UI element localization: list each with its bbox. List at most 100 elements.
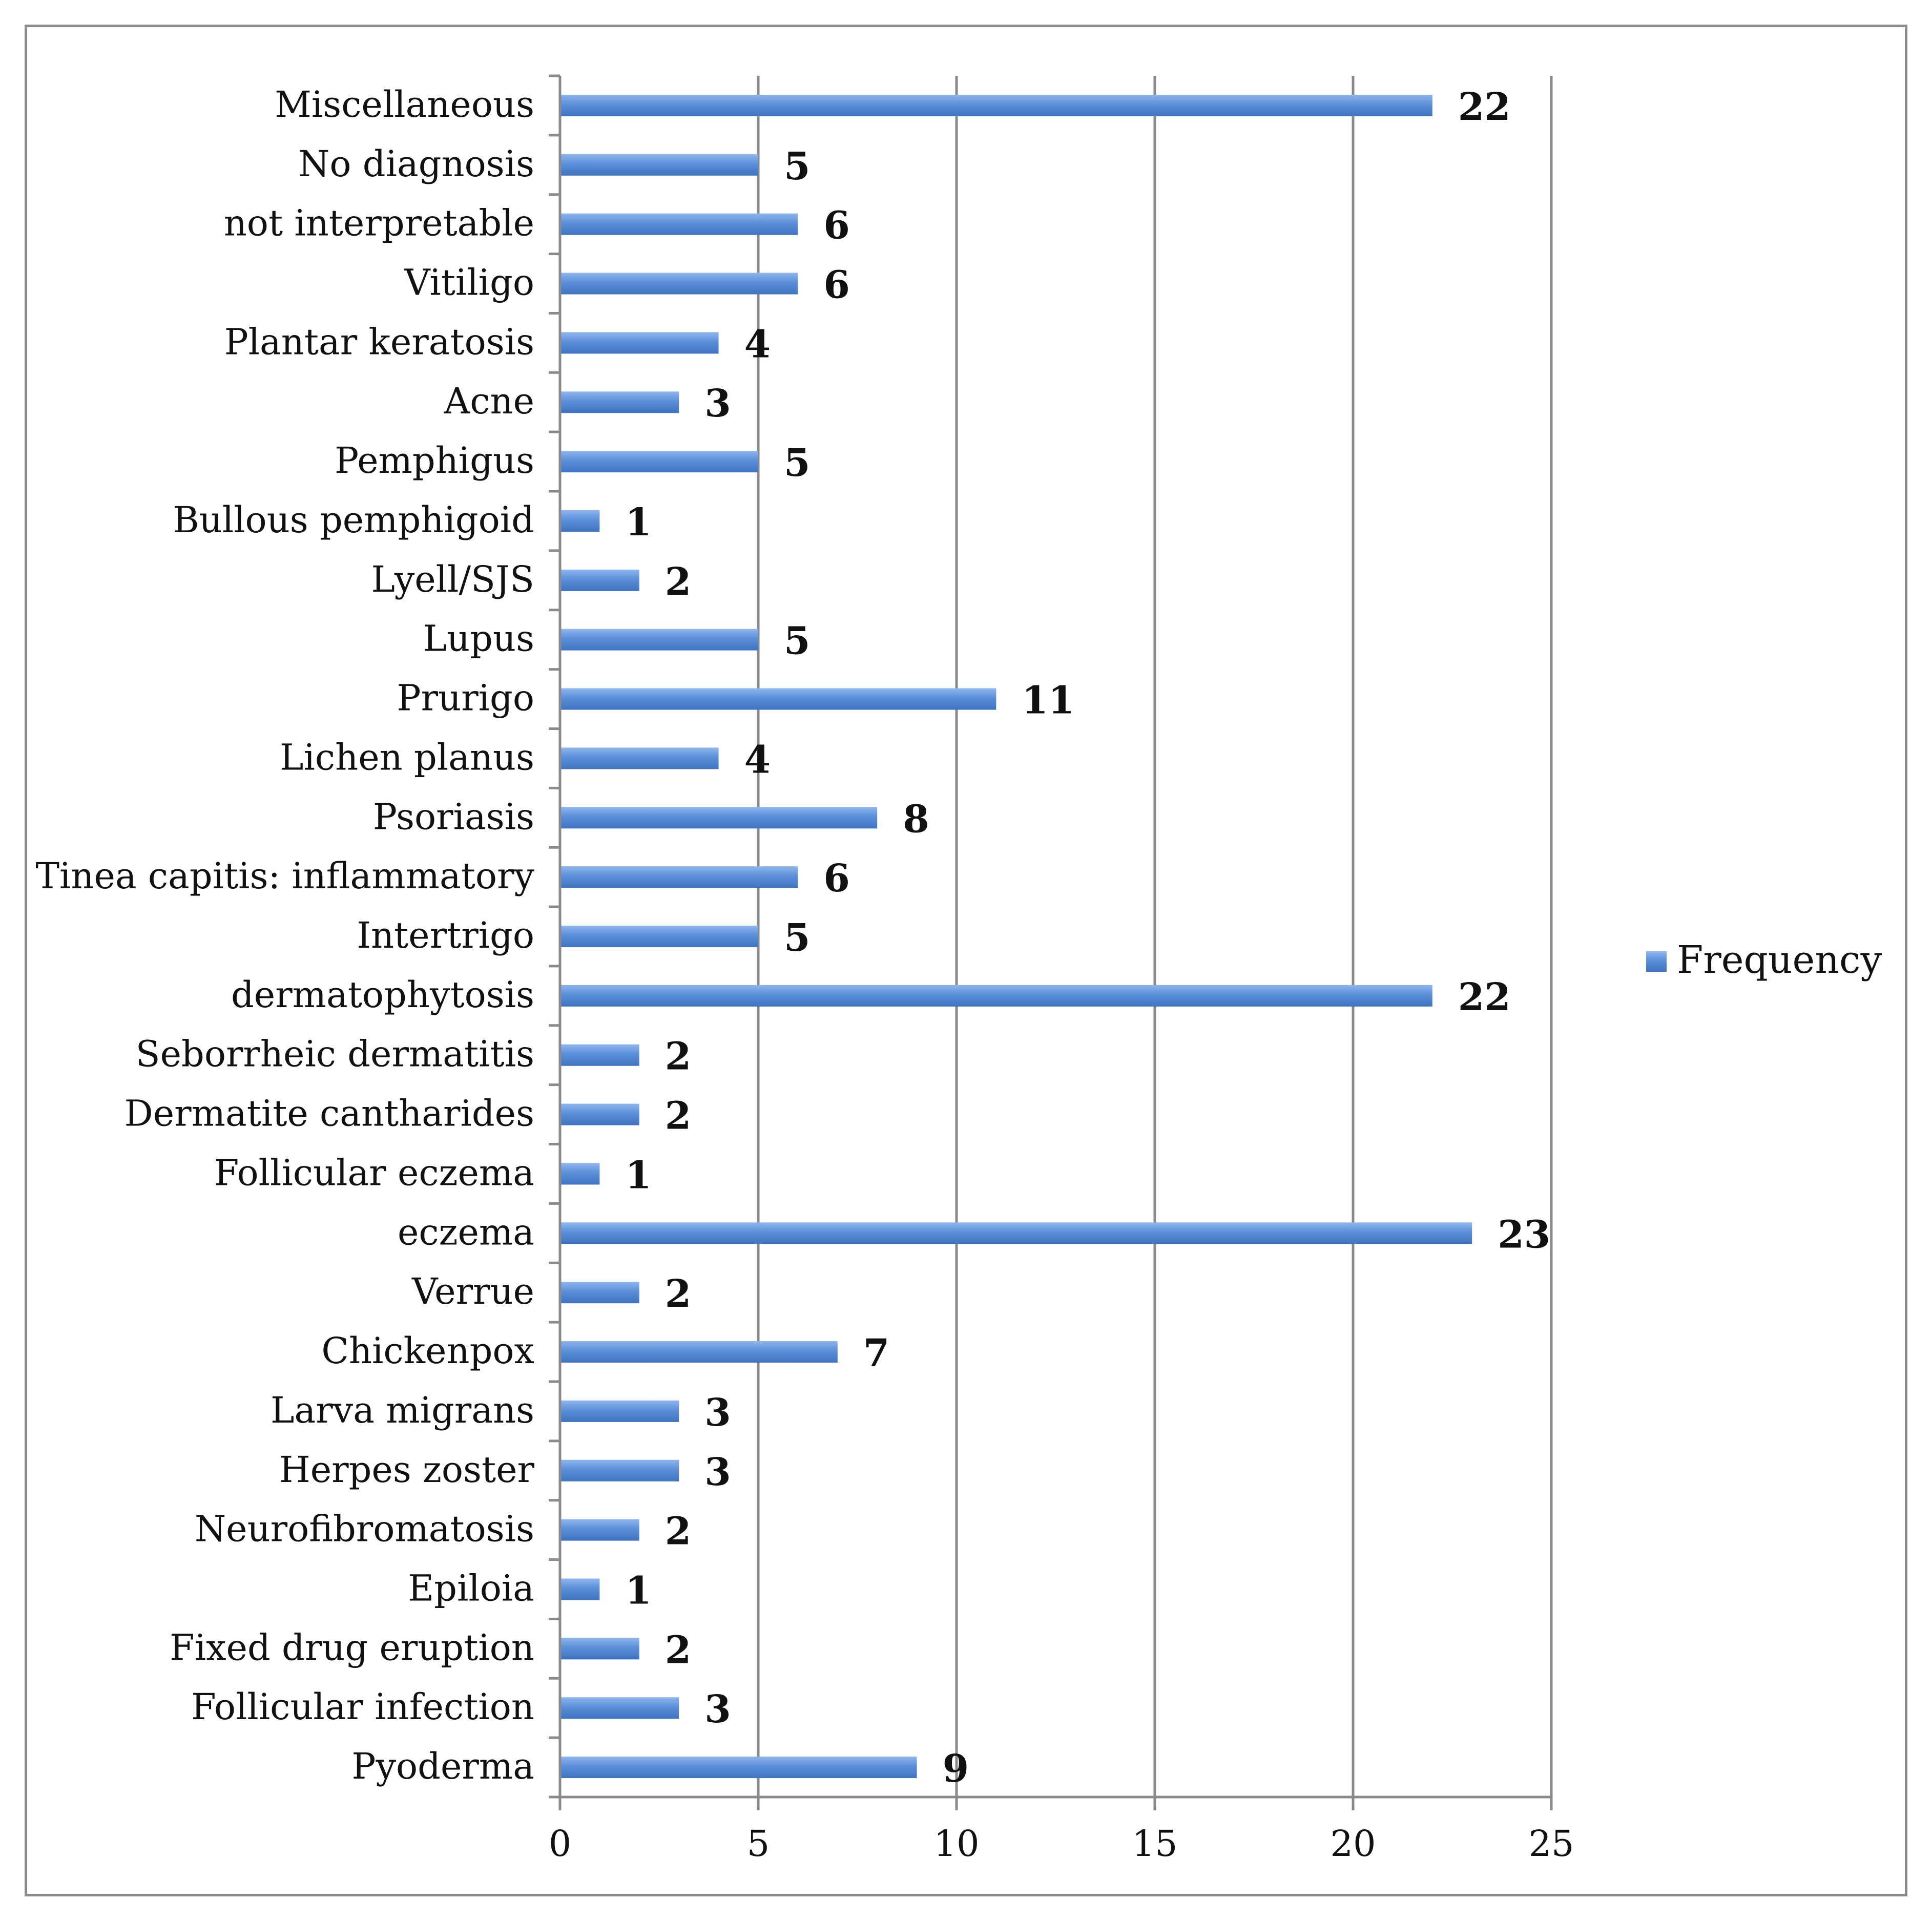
data-label: 5 (784, 441, 811, 485)
data-label: 22 (1458, 975, 1511, 1019)
category-label: Seborrheic dermatitis (136, 1033, 534, 1075)
data-label: 11 (1022, 679, 1074, 723)
data-label: 2 (665, 1272, 692, 1316)
x-tick-label: 10 (933, 1823, 979, 1865)
category-label: Dermatite cantharides (124, 1093, 534, 1135)
bar (560, 1638, 639, 1660)
category-label: Fixed drug eruption (170, 1626, 534, 1668)
category-label: Pyoderma (351, 1745, 534, 1787)
bar (560, 1222, 1472, 1244)
legend-swatch (1646, 951, 1667, 972)
category-label: Acne (444, 380, 534, 422)
data-label: 2 (665, 1035, 692, 1079)
bar (560, 985, 1432, 1007)
bar (560, 332, 719, 354)
data-label: 3 (704, 1687, 731, 1731)
category-label: Verrue (411, 1270, 534, 1312)
category-label: Prurigo (397, 677, 534, 719)
x-tick-label: 0 (549, 1823, 572, 1865)
data-label: 5 (784, 916, 811, 960)
bar (560, 1341, 838, 1363)
data-label: 23 (1498, 1213, 1550, 1257)
data-label: 5 (784, 144, 811, 189)
bar (560, 154, 758, 176)
data-label: 2 (665, 1510, 692, 1554)
bar (560, 1459, 679, 1481)
category-label: eczema (398, 1211, 534, 1253)
x-tick-label: 25 (1528, 1823, 1574, 1865)
data-label: 3 (704, 1391, 731, 1435)
category-label: Follicular infection (191, 1686, 534, 1728)
category-label: Epiloia (408, 1567, 534, 1609)
category-labels: Miscellaneous No diagnosis not interpretab… (35, 83, 534, 1787)
x-tick-label: 15 (1132, 1823, 1177, 1865)
data-label: 3 (704, 382, 731, 426)
category-label: Psoriasis (373, 796, 534, 838)
bar (560, 391, 679, 413)
category-label: Follicular eczema (214, 1152, 534, 1194)
x-tick-label: 5 (747, 1823, 770, 1865)
category-label: Vitiligo (404, 262, 534, 304)
data-label: 1 (625, 1153, 652, 1197)
category-label: Tinea capitis: inflammatory (35, 855, 534, 897)
data-label: 22 (1458, 85, 1511, 129)
bar (560, 213, 798, 235)
chart-frame: Miscellaneous No diagnosis not interpretab… (25, 25, 1907, 1896)
category-label: Neurofibromatosis (195, 1508, 534, 1550)
data-label: 2 (665, 560, 692, 604)
bar (560, 629, 758, 651)
category-label: Lupus (423, 618, 534, 660)
bar (560, 688, 996, 710)
data-label: 8 (903, 797, 929, 841)
data-label: 2 (665, 1628, 692, 1672)
category-label: Intertrigo (357, 914, 534, 956)
data-label: 6 (823, 857, 850, 901)
category-label: Lyell/SJS (371, 558, 534, 600)
bar (560, 1697, 679, 1719)
data-label: 6 (823, 204, 850, 248)
x-tick-labels: 0 5 10 15 20 25 (549, 1823, 1574, 1865)
data-label: 3 (704, 1450, 731, 1494)
data-label: 7 (863, 1331, 890, 1375)
category-label: Chickenpox (321, 1330, 534, 1372)
data-label: 9 (943, 1747, 969, 1791)
data-label: 6 (823, 263, 850, 307)
bars (560, 94, 1472, 1779)
category-label: Larva migrans (271, 1389, 534, 1431)
bar (560, 866, 798, 888)
data-label: 5 (784, 619, 811, 663)
category-label: Miscellaneous (275, 83, 534, 126)
category-label: Pemphigus (335, 440, 534, 482)
legend-label: Frequency (1677, 938, 1882, 982)
category-label: Bullous pemphigoid (173, 499, 534, 541)
bar (560, 926, 758, 947)
category-label: Lichen planus (280, 736, 534, 778)
bar (560, 1282, 639, 1304)
bar (560, 1757, 917, 1779)
data-label: 1 (625, 500, 652, 545)
bar (560, 451, 758, 473)
bar (560, 1044, 639, 1066)
category-label: not interpretable (224, 202, 534, 244)
legend: Frequency (1646, 938, 1882, 982)
bar (560, 569, 639, 591)
bar (560, 94, 1432, 116)
bar (560, 807, 878, 829)
bar (560, 747, 719, 769)
data-label: 2 (665, 1094, 692, 1138)
category-label: Herpes zoster (279, 1449, 535, 1491)
bar (560, 1103, 639, 1125)
bar (560, 273, 798, 295)
bar (560, 1519, 639, 1541)
category-label: No diagnosis (298, 143, 534, 185)
bar (560, 1163, 600, 1185)
data-label: 4 (744, 738, 771, 782)
bar (560, 1400, 679, 1422)
data-label: 1 (625, 1569, 652, 1613)
category-label: Plantar keratosis (224, 321, 534, 363)
bar-chart: Miscellaneous No diagnosis not interpretab… (35, 74, 1882, 1865)
category-label: dermatophytosis (231, 974, 534, 1016)
bar (560, 1578, 600, 1600)
x-tick-label: 20 (1330, 1823, 1376, 1865)
